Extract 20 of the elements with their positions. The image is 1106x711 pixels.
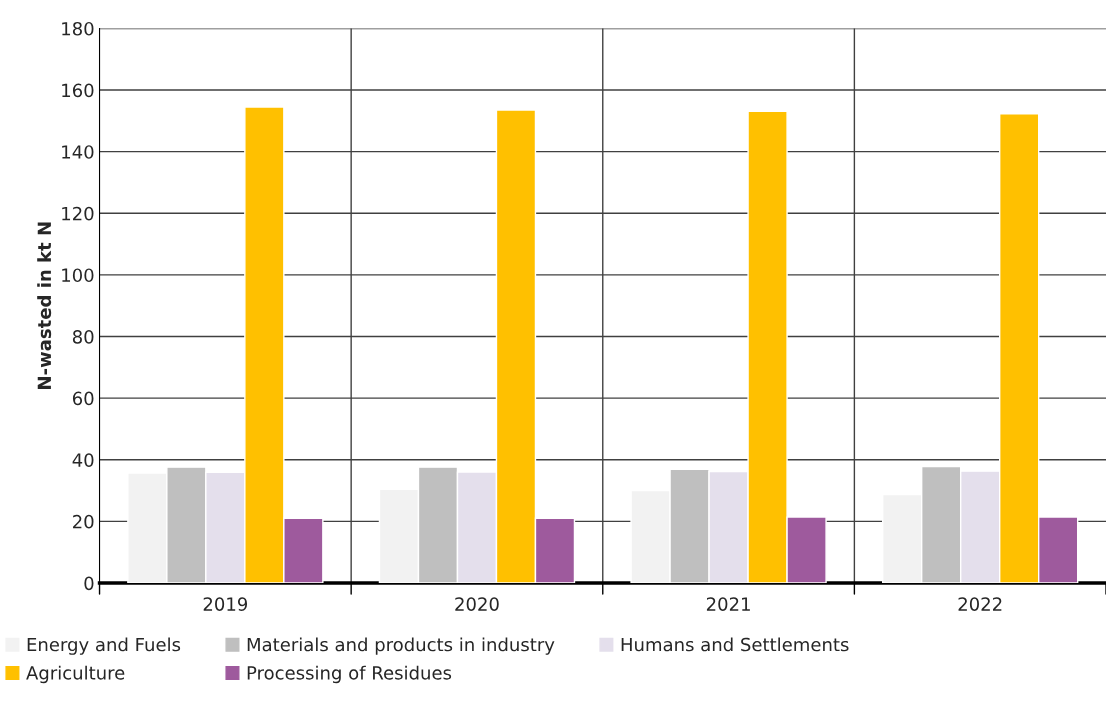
- y-tick-label: 100: [62, 268, 94, 283]
- legend-label: Processing of Residues: [247, 665, 452, 684]
- x-tick-label: 2020: [455, 597, 499, 611]
- y-tick-label: 140: [62, 145, 94, 159]
- x-tick-label: 2022: [958, 597, 1002, 611]
- y-tick-label: 160: [62, 83, 94, 98]
- legend-label: Agriculture: [26, 665, 125, 684]
- y-tick-label: 40: [72, 453, 94, 467]
- y-tick-label: 60: [72, 391, 94, 406]
- y-tick-label: 120: [62, 206, 94, 221]
- legend-label: Humans and Settlements: [621, 637, 849, 652]
- y-tick-label: 20: [73, 514, 94, 529]
- x-tick-label: 2021: [706, 597, 750, 611]
- y-tick-label: 80: [72, 330, 94, 344]
- legend-label: Materials and products in industry: [247, 637, 555, 655]
- legend-label: Energy and Fuels: [27, 637, 181, 655]
- x-tick-label: 2019: [203, 597, 248, 611]
- y-axis-title: N-wasted in kt N: [37, 222, 52, 389]
- y-tick-label: 0: [84, 576, 94, 591]
- y-tick-label: 180: [62, 21, 94, 36]
